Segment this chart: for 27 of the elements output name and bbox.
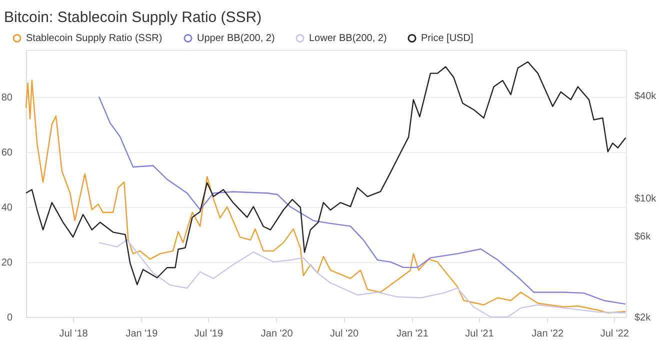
x-tick-label: Jul '19	[194, 328, 224, 340]
y2-tick-label: $40k	[634, 90, 658, 102]
x-tick-label: Jul '20	[330, 328, 360, 340]
x-tick-label: Jul '21	[465, 328, 494, 340]
y-tick-label: 20	[1, 257, 13, 268]
y2-tick-label: $2k	[634, 312, 652, 324]
legend-label: Lower BB(200, 2)	[309, 33, 387, 44]
x-tick-label: Jul '22	[600, 328, 630, 340]
line-series	[25, 80, 626, 314]
y-tick-label: 60	[1, 147, 13, 158]
x-tick-label: Jan '19	[126, 328, 158, 340]
line-series	[25, 61, 626, 286]
y2-tick-label: $10k	[634, 193, 658, 204]
x-tick-label: Jan '21	[396, 328, 429, 340]
legend-label: Price [USD]	[421, 33, 474, 44]
y-tick-label: 80	[1, 92, 13, 104]
y-tick-label: 40	[1, 202, 13, 214]
legend-label: Upper BB(200, 2)	[197, 33, 275, 44]
x-tick-label: Jul '18	[59, 328, 88, 340]
x-tick-label: Jan '20	[260, 328, 294, 340]
line-series	[98, 96, 626, 305]
y-tick-label: 0	[6, 312, 13, 324]
legend-label: Stablecoin Supply Ratio (SSR)	[26, 33, 162, 44]
y2-tick-label: $6k	[634, 231, 652, 242]
line-series	[98, 239, 626, 318]
chart-title: Bitcoin: Stablecoin Supply Ratio (SSR)	[4, 9, 262, 26]
x-tick-label: Jan '22	[532, 328, 564, 340]
